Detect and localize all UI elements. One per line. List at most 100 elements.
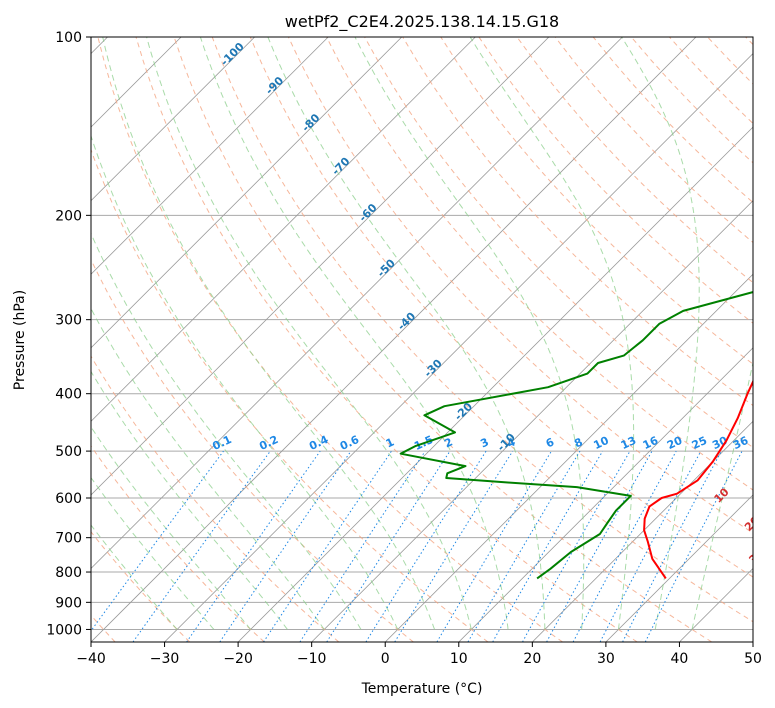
- dry-adiabat-line: [669, 37, 753, 125]
- moist-adiabat-line: [621, 37, 700, 630]
- moist-adiabat-line: [91, 524, 178, 630]
- mixing-ratio-label: 20: [665, 434, 685, 452]
- isotherm-line: [458, 347, 753, 642]
- dry-adiabat-line: [554, 37, 753, 244]
- isotherm-line: [532, 420, 753, 642]
- dry-adiabat-line: [592, 37, 753, 204]
- mixing-ratio-label: 30: [710, 434, 730, 452]
- mixing-ratio-line: [436, 450, 552, 642]
- isotherm-line: [91, 37, 329, 275]
- dry-adiabat-line: [287, 37, 753, 534]
- y-tick-label: 700: [55, 531, 82, 547]
- isotherm-line: [237, 126, 753, 642]
- dry-adiabat-line: [91, 445, 265, 642]
- x-tick-label: 30: [597, 651, 615, 667]
- mixing-ratio-line: [132, 450, 271, 642]
- dry-adiabat-line: [516, 37, 753, 284]
- mixing-ratio-label: 0.2: [257, 433, 280, 453]
- moist-adiabat-line: [199, 37, 509, 630]
- mixing-ratio-label: 3: [478, 435, 490, 450]
- chart-title: wetPf2_C2E4.2025.138.14.15.G18: [285, 12, 559, 32]
- moist-adiabat-line: [91, 134, 399, 630]
- isotherm-line: [91, 37, 255, 202]
- y-tick-label: 500: [55, 444, 82, 460]
- moist-adiabat-label: 0: [758, 465, 766, 478]
- mixing-ratio-line: [263, 450, 392, 642]
- saturation-label: -40: [395, 310, 418, 333]
- mixing-ratio-line: [572, 450, 677, 642]
- isotherm-line: [311, 200, 753, 642]
- dry-adiabat-line: [91, 148, 489, 642]
- isotherm-line: [91, 37, 476, 422]
- isotherm-line: [91, 37, 550, 496]
- y-axis-label: Pressure (hPa): [12, 290, 28, 390]
- y-tick-label: 200: [55, 208, 82, 224]
- mixing-ratio-line: [326, 450, 451, 642]
- temperature-profile: [643, 379, 753, 579]
- mixing-ratio-label: 2: [442, 435, 454, 450]
- y-tick-label: 600: [55, 491, 82, 507]
- mixing-ratio-line: [522, 450, 631, 642]
- dry-adiabat-line: [745, 37, 753, 46]
- y-tick-label: 100: [55, 30, 82, 46]
- dry-adiabat-line: [97, 37, 563, 642]
- isotherm-line: [91, 37, 623, 570]
- mixing-ratio-label: 1: [384, 435, 396, 450]
- mixing-ratio-label: 16: [641, 434, 661, 452]
- mixing-ratio-label: 36: [731, 434, 751, 452]
- y-tick-label: 300: [55, 313, 82, 329]
- isotherm-line: [384, 273, 753, 642]
- moist-adiabat-line: [469, 37, 635, 630]
- moist-adiabat-line: [267, 37, 546, 630]
- dry-adiabat-line: [440, 37, 753, 365]
- moist-adiabat-line: [91, 307, 325, 630]
- y-tick-label: 400: [55, 387, 82, 403]
- x-tick-label: −40: [76, 651, 106, 667]
- dry-adiabat-label: 30: [746, 546, 766, 566]
- dry-adiabat-line: [91, 531, 191, 642]
- isotherm-line: [91, 37, 403, 349]
- x-tick-label: −20: [223, 651, 253, 667]
- dry-adiabat-line: [91, 355, 340, 642]
- isotherm-line: [679, 567, 753, 642]
- x-tick-label: 10: [450, 651, 468, 667]
- mixing-ratio-line: [91, 450, 224, 632]
- y-tick-label: 1000: [46, 622, 82, 638]
- moist-adiabat-line: [354, 37, 585, 630]
- isotherm-line: [91, 37, 697, 642]
- mixing-ratio-line: [186, 450, 321, 642]
- mixing-ratio-line: [599, 450, 702, 642]
- saturation-label: -100: [218, 40, 247, 69]
- x-tick-label: 40: [671, 651, 689, 667]
- mixing-ratio-label: 10: [592, 434, 612, 452]
- moist-adiabat-line: [91, 476, 215, 630]
- mixing-ratio-line: [219, 450, 352, 642]
- dry-adiabat-label: 40: [752, 581, 772, 601]
- plot-frame: [90, 36, 754, 643]
- x-tick-label: −30: [150, 651, 180, 667]
- dry-adiabat-line: [91, 258, 414, 642]
- dry-adiabat-line: [249, 37, 753, 578]
- moist-adiabat-line: [91, 232, 362, 630]
- x-tick-label: 0: [381, 651, 390, 667]
- saturation-label: -80: [299, 111, 322, 134]
- y-tick-label: 800: [55, 565, 82, 581]
- x-tick-label: 20: [523, 651, 541, 667]
- saturation-label: -60: [356, 201, 379, 224]
- isotherm-line: [164, 52, 753, 642]
- mixing-ratio-label: 0.6: [338, 433, 361, 453]
- dry-adiabat-line: [707, 37, 753, 85]
- x-tick-label: 50: [744, 651, 762, 667]
- x-tick-label: −10: [297, 651, 327, 667]
- mixing-ratio-label: 13: [619, 434, 638, 452]
- isotherm-line: [605, 494, 753, 642]
- saturation-label: -50: [375, 256, 398, 279]
- x-axis-label: Temperature (°C): [361, 681, 483, 697]
- dry-adiabat-line: [135, 37, 638, 642]
- dewpoint-profile: [399, 291, 753, 580]
- mixing-ratio-label: 25: [690, 434, 709, 452]
- dry-adiabat-label: 20: [742, 514, 762, 534]
- isotherm-line: [752, 641, 753, 642]
- dry-adiabat-line: [211, 37, 753, 623]
